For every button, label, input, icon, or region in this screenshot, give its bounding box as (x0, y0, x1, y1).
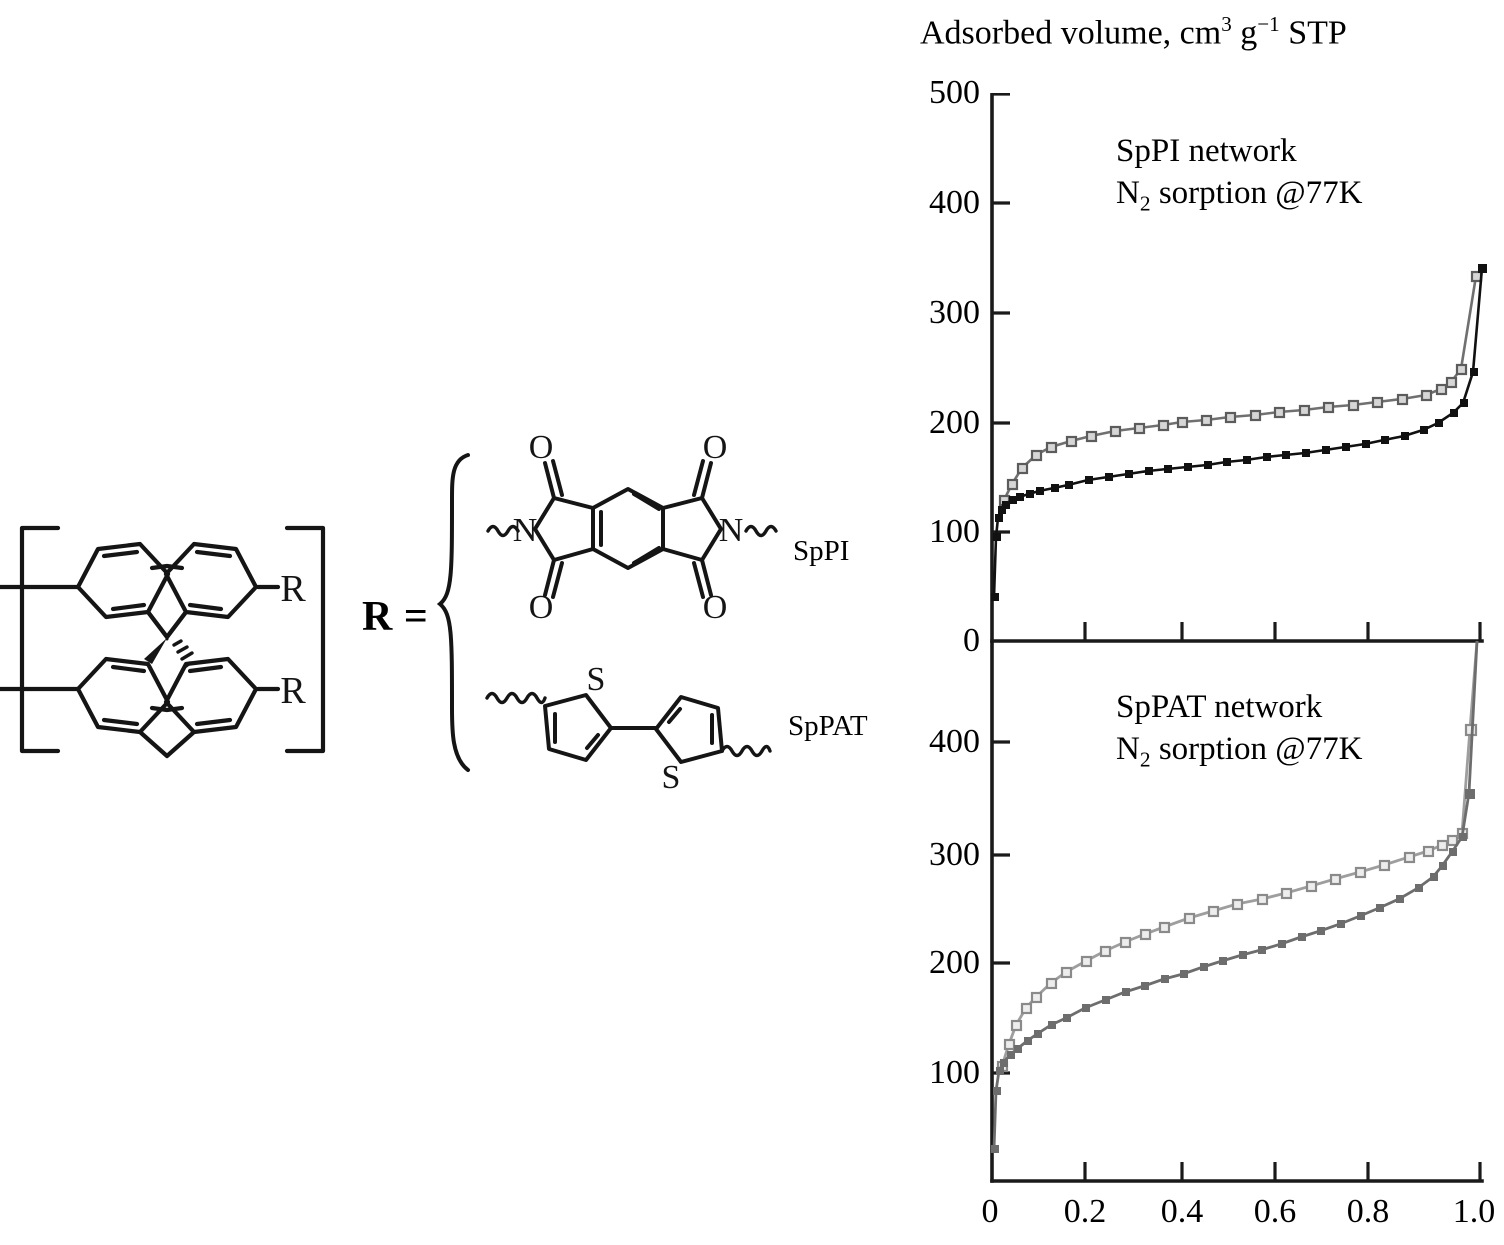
sppi-plot: SpPI network N2 sorption @77K (990, 93, 1487, 643)
y-axis-title-mid: g (1231, 14, 1258, 52)
r-label-lower: R (280, 670, 306, 712)
sppi-group-label: SpPI (793, 535, 850, 567)
sppi-sorption-text: sorption @77K (1150, 175, 1363, 212)
xtick-10: 1.0 (1452, 1193, 1496, 1230)
sppi-annotation: SpPI network N2 sorption @77K (1116, 130, 1362, 218)
xtick-02: 0.2 (1063, 1193, 1107, 1230)
y-tick-label-column: 500 400 300 200 100 0 400 300 200 100 (900, 0, 980, 1245)
sppi-atom-labels: O O O O N N (513, 429, 744, 626)
y-axis-title: Adsorbed volume, cm3 g−1 STP (920, 12, 1347, 52)
ytick-bottom-300: 300 (929, 836, 980, 873)
ytick-top-400: 400 (929, 184, 980, 221)
repeat-unit-brackets (19, 525, 326, 754)
y-axis-title-prefix: Adsorbed volume, cm (920, 14, 1222, 52)
atom-O: O (703, 589, 728, 626)
sppi-desorption-series (1002, 275, 1478, 501)
sppat-group-label: SpPAT (788, 710, 868, 742)
sppat-n-subscript: 2 (1139, 747, 1151, 772)
isotherm-charts-panel: Adsorbed volume, cm3 g−1 STP 500 400 300… (900, 0, 1504, 1245)
r-equals-label: R = (362, 594, 429, 640)
xtick-06: 0.6 (1253, 1193, 1297, 1230)
sppi-n-subscript: 2 (1139, 191, 1151, 216)
sppat-desorption-markers (996, 723, 1478, 1073)
sppi-plot-svg (990, 93, 1487, 643)
atom-O: O (703, 429, 728, 466)
sppi-y-ticks (992, 93, 1010, 534)
sppat-annotation: SpPAT network N2 sorption @77K (1116, 686, 1362, 774)
sppi-attachment-squiggles (486, 524, 778, 538)
sppat-sorption-text: sorption @77K (1150, 731, 1363, 768)
chemical-structure-panel: O O O O N N (0, 429, 868, 796)
sppat-atom-labels: S S (587, 661, 681, 796)
ytick-top-100: 100 (929, 513, 980, 550)
lower-fluorene-unit (75, 656, 259, 759)
spiro-wedge-bond (144, 638, 167, 664)
atom-S: S (662, 759, 681, 796)
sppi-annotation-line1: SpPI network (1116, 133, 1297, 169)
substituent-brace (436, 453, 470, 772)
r-group-labels: R R (280, 568, 306, 712)
xtick-08: 0.8 (1346, 1193, 1390, 1230)
xtick-04: 0.4 (1160, 1193, 1204, 1230)
atom-O: O (529, 429, 554, 466)
spiro-hash-bond (172, 639, 194, 668)
ytick-bottom-400: 400 (929, 723, 980, 760)
sppi-structure (533, 459, 723, 599)
y-axis-title-suffix: STP (1279, 14, 1347, 52)
ytick-bottom-200: 200 (929, 944, 980, 981)
ytick-top-500: 500 (929, 74, 980, 111)
sppat-structure (543, 693, 724, 764)
ytick-top-300: 300 (929, 294, 980, 331)
sppi-n-symbol: N (1116, 175, 1140, 212)
sppat-adsorption-markers (991, 789, 1475, 1153)
sppat-desorption-series (1000, 641, 1479, 1067)
sppat-n-symbol: N (1116, 731, 1140, 768)
polymer-chain-bonds (0, 584, 281, 692)
sppat-annotation-line2: N2 sorption @77K (1116, 728, 1362, 774)
sppat-x-ticks (1083, 1162, 1482, 1181)
ytick-top-200: 200 (929, 404, 980, 441)
sppat-plot: SpPAT network N2 sorption @77K (990, 641, 1484, 1183)
ytick-top-0: 0 (963, 622, 980, 659)
y-axis-title-sup-minus1: −1 (1257, 12, 1280, 36)
sppat-annotation-line1: SpPAT network (1116, 689, 1323, 725)
y-axis-title-sup-3: 3 (1221, 12, 1232, 36)
atom-N: N (719, 512, 744, 549)
sppi-adsorption-markers (991, 264, 1487, 601)
sppi-axes (990, 93, 1484, 643)
structure-drawing: O O O O N N (0, 429, 778, 796)
xtick-0: 0 (981, 1193, 999, 1230)
atom-O: O (529, 589, 554, 626)
sppat-y-ticks (992, 740, 1010, 1075)
sppi-x-ticks (1083, 622, 1482, 641)
sppat-plot-svg (990, 641, 1484, 1183)
ytick-bottom-100: 100 (929, 1054, 980, 1091)
sppi-desorption-markers (998, 270, 1483, 507)
sppat-axes (990, 641, 1484, 1183)
sppat-attachment-squiggles (485, 691, 772, 758)
r-label-upper: R (280, 568, 306, 610)
sppi-annotation-line2: N2 sorption @77K (1116, 172, 1362, 218)
atom-S: S (587, 661, 606, 698)
upper-fluorene-unit (75, 541, 259, 640)
